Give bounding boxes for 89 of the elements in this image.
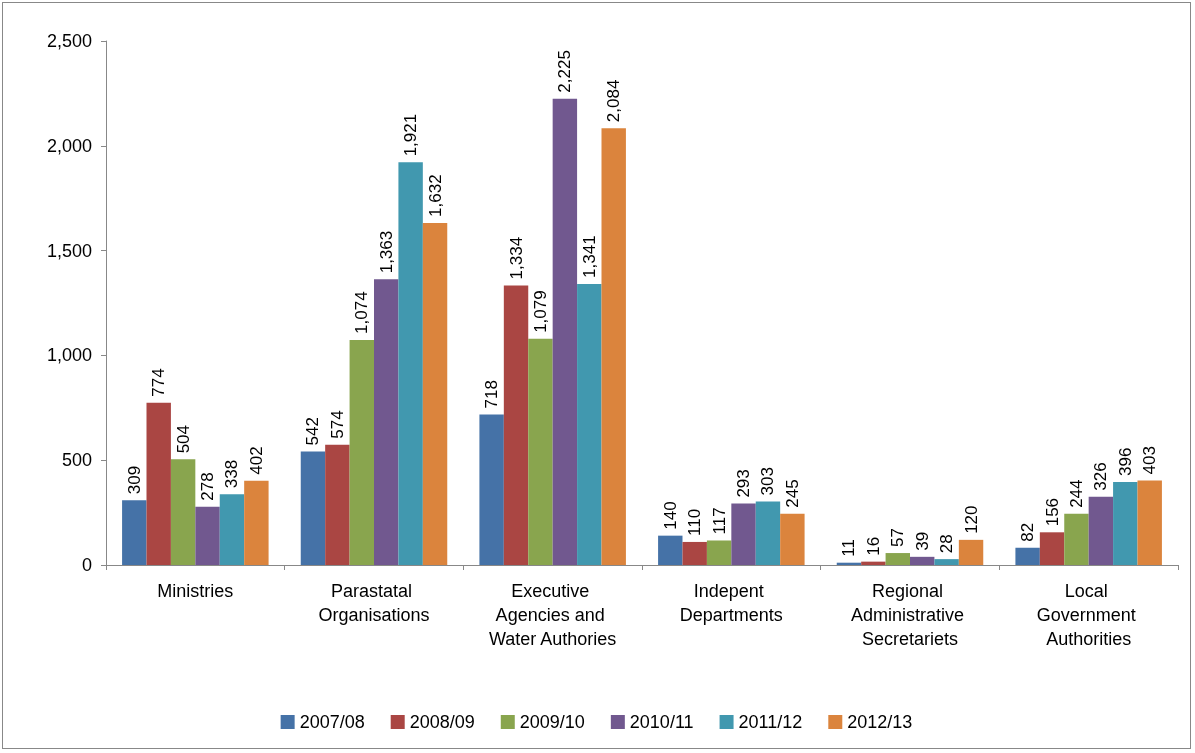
bar: [780, 513, 805, 565]
data-label: 11: [839, 539, 859, 557]
y-tick-label: 2,500: [46, 31, 92, 51]
bar: [1088, 496, 1114, 565]
data-label: 1,074: [352, 291, 372, 334]
y-tick-label: 0: [81, 555, 92, 575]
bar: [422, 222, 448, 565]
bar: [934, 559, 959, 565]
data-label: 504: [173, 424, 193, 454]
legend-label: 2010/11: [629, 712, 694, 732]
y-tick-label: 1,500: [46, 240, 92, 261]
data-label: 110: [685, 508, 705, 536]
x-tick-label: Local Government Authorities: [1036, 581, 1141, 649]
bar: [552, 98, 578, 565]
legend-label: 2009/10: [519, 712, 585, 732]
data-label: 303: [758, 467, 778, 496]
data-label: 156: [1042, 497, 1062, 527]
data-label: 293: [734, 469, 754, 498]
bar: [170, 459, 196, 565]
data-label: 28: [937, 534, 957, 554]
bar: [1137, 480, 1162, 565]
bar: [1039, 532, 1065, 565]
x-tick-label: Executive Agencies and Water Authories: [488, 581, 617, 649]
bar: [861, 561, 886, 565]
data-label: 82: [1018, 522, 1038, 542]
data-label: 402: [246, 446, 266, 475]
data-label: 1,334: [506, 236, 526, 280]
bar: [1113, 482, 1138, 565]
bar: [658, 535, 683, 565]
legend-label: 2007/08: [299, 712, 365, 732]
legend-label: 2008/09: [409, 712, 475, 732]
bar: [479, 414, 504, 565]
data-label: 326: [1091, 462, 1111, 491]
data-label: 244: [1066, 479, 1086, 508]
data-label: 117: [709, 507, 729, 535]
data-label: 2,084: [604, 79, 624, 123]
bar: [528, 338, 553, 565]
bar: [910, 556, 935, 565]
data-label: 1,632: [425, 174, 445, 217]
y-tick-label: 1,000: [46, 345, 92, 366]
x-tick-label: Ministries: [157, 581, 234, 601]
legend-label: 2011/12: [738, 712, 803, 732]
data-label: 16: [863, 536, 883, 556]
bar: [731, 503, 756, 565]
data-label: 718: [482, 380, 502, 409]
data-label: 120: [961, 505, 981, 534]
data-label: 574: [327, 410, 347, 439]
bar: [577, 283, 602, 565]
bar: [503, 285, 529, 565]
bar: [122, 500, 147, 565]
x-tick-label: Indepent Departments: [679, 581, 783, 625]
data-label: 140: [660, 501, 680, 530]
data-label: 396: [1115, 447, 1135, 476]
data-label: 542: [303, 417, 323, 446]
bar: [885, 553, 910, 565]
bar: [374, 279, 399, 565]
data-label: 403: [1140, 446, 1160, 475]
bar: [146, 402, 171, 565]
bar: [398, 162, 423, 565]
data-label: 1,341: [579, 235, 599, 278]
bar: [325, 444, 350, 565]
data-label: 245: [782, 479, 802, 508]
data-label: 1,079: [530, 290, 550, 333]
bar: [601, 128, 626, 565]
bar: [1064, 513, 1089, 565]
data-label: 39: [912, 531, 932, 551]
bar: [958, 539, 984, 565]
data-label: 57: [888, 528, 908, 548]
bar: [755, 501, 781, 565]
bar: [195, 506, 220, 565]
legend-label: 2012/13: [847, 712, 913, 732]
bar: [300, 451, 326, 565]
bar: [219, 494, 245, 565]
data-label: 278: [198, 472, 218, 501]
data-label: 774: [149, 368, 169, 397]
data-label: 1,921: [401, 113, 421, 157]
data-label: 309: [124, 465, 144, 495]
x-tick-label: Regional Administrative Secretariets: [850, 581, 970, 649]
y-tick-label: 2,000: [46, 135, 92, 156]
bar: [682, 541, 707, 565]
y-tick-label: 500: [61, 450, 92, 471]
x-tick-label: Parastatal Organisations: [318, 581, 430, 625]
bar: [706, 540, 732, 565]
data-label: 1,363: [376, 230, 396, 274]
bar: [349, 339, 374, 565]
bar: [244, 480, 269, 565]
data-label: 338: [222, 459, 242, 489]
data-label: 2,225: [555, 50, 575, 93]
bar: [1015, 547, 1040, 565]
